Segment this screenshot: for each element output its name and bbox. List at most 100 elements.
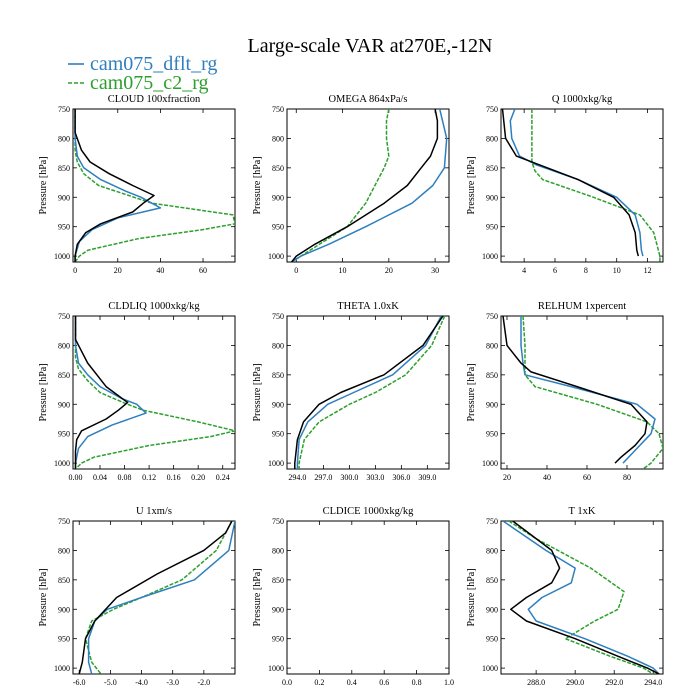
x-tick-label: 20 xyxy=(114,266,122,275)
y-tick-label: 950 xyxy=(486,635,498,644)
x-tick-label: 0.16 xyxy=(167,473,181,482)
x-tick-label: 10 xyxy=(613,266,621,275)
panel-9: T 1xK Pressure [hPa] 750 800 850 900 950 1000 28… xyxy=(466,506,664,687)
x-tick-label: 303.0 xyxy=(366,473,384,482)
y-tick-label: 750 xyxy=(272,105,284,114)
x-tick-label: 1.0 xyxy=(444,678,454,687)
x-tick-label: 294.0 xyxy=(288,473,306,482)
y-tick-label: 950 xyxy=(58,223,70,232)
y-tick-label: 750 xyxy=(58,517,70,526)
x-tick-label: 300.0 xyxy=(340,473,358,482)
y-tick-label: 950 xyxy=(58,635,70,644)
plot-frame xyxy=(286,520,450,675)
y-tick-label: 950 xyxy=(272,223,284,232)
y-tick-label: 750 xyxy=(272,517,284,526)
series-line-obs xyxy=(291,109,439,262)
y-tick-label: 850 xyxy=(272,371,284,380)
x-tick-label: 6 xyxy=(553,266,557,275)
y-tick-label: 750 xyxy=(272,312,284,321)
x-tick-label: 0 xyxy=(73,266,77,275)
series-line-dflt xyxy=(87,521,235,674)
series-line-obs xyxy=(74,109,155,262)
panel-title: U 1xm/s xyxy=(136,506,172,517)
y-tick-label: 900 xyxy=(486,193,498,202)
y-tick-label: 900 xyxy=(486,400,498,409)
y-tick-label: 950 xyxy=(486,430,498,439)
y-tick-label: 750 xyxy=(486,517,498,526)
panel-7: U 1xm/s Pressure [hPa] 750 800 850 900 950 1000… xyxy=(38,506,236,687)
y-tick-label: 800 xyxy=(272,546,284,555)
x-tick-label: 40 xyxy=(543,473,551,482)
x-tick-label: 0.0 xyxy=(282,678,292,687)
x-tick-label: 0.04 xyxy=(93,473,107,482)
x-tick-label: -4.0 xyxy=(135,678,148,687)
x-tick-label: 309.0 xyxy=(418,473,436,482)
panel-title: THETA 1.0xK xyxy=(337,301,399,312)
y-axis-label: Pressure [hPa] xyxy=(38,568,49,626)
y-tick-label: 800 xyxy=(486,546,498,555)
x-tick-label: 0 xyxy=(294,266,298,275)
series-line-c2 xyxy=(291,109,390,262)
y-tick-label: 1000 xyxy=(54,664,70,673)
y-tick-label: 900 xyxy=(272,605,284,614)
series-line-obs xyxy=(294,316,444,469)
series-line-c2 xyxy=(522,316,663,469)
y-axis-label: Pressure [hPa] xyxy=(466,363,477,421)
x-tick-label: 0.12 xyxy=(142,473,156,482)
y-tick-label: 850 xyxy=(58,576,70,585)
x-tick-label: 0.2 xyxy=(314,678,324,687)
plot-frame xyxy=(500,315,664,470)
series-line-dflt xyxy=(296,316,442,469)
y-tick-label: 950 xyxy=(272,635,284,644)
y-axis-label: Pressure [hPa] xyxy=(466,156,477,214)
y-tick-label: 900 xyxy=(58,605,70,614)
y-tick-label: 1000 xyxy=(482,664,498,673)
y-axis-label: Pressure [hPa] xyxy=(252,156,263,214)
y-tick-label: 1000 xyxy=(482,459,498,468)
legend-entry-dflt: cam075_dflt_rg xyxy=(90,53,217,75)
y-tick-label: 950 xyxy=(272,430,284,439)
y-tick-label: 800 xyxy=(486,341,498,350)
series-line-dflt xyxy=(502,521,660,674)
series-line-dflt xyxy=(509,109,644,257)
y-axis-label: Pressure [hPa] xyxy=(252,568,263,626)
x-tick-label: -2.0 xyxy=(198,678,211,687)
y-tick-label: 950 xyxy=(58,430,70,439)
y-tick-label: 1000 xyxy=(54,252,70,261)
y-tick-label: 750 xyxy=(58,105,70,114)
plot-frame xyxy=(500,108,664,263)
x-tick-label: 10 xyxy=(339,266,347,275)
figure-title: Large-scale VAR at270E,-12N xyxy=(248,35,493,57)
series-line-dflt xyxy=(74,109,162,262)
x-tick-label: 306.0 xyxy=(392,473,410,482)
y-tick-label: 900 xyxy=(58,193,70,202)
y-tick-label: 750 xyxy=(486,105,498,114)
series-line-obs xyxy=(78,521,233,674)
y-tick-label: 1000 xyxy=(268,459,284,468)
y-tick-label: 800 xyxy=(272,341,284,350)
y-tick-label: 750 xyxy=(486,312,498,321)
x-tick-label: 0.20 xyxy=(191,473,205,482)
x-tick-label: 288.0 xyxy=(527,678,545,687)
y-tick-label: 900 xyxy=(272,193,284,202)
y-tick-label: 950 xyxy=(486,223,498,232)
x-tick-label: 60 xyxy=(583,473,591,482)
series-line-obs xyxy=(74,316,129,469)
x-tick-label: 20 xyxy=(385,266,393,275)
y-axis-label: Pressure [hPa] xyxy=(466,568,477,626)
x-tick-label: 0.00 xyxy=(68,473,82,482)
panel-3: Q 1000xkg/kg Pressure [hPa] 750 800 850 900 95… xyxy=(466,94,664,275)
series-line-c2 xyxy=(74,109,235,262)
panel-title: OMEGA 864xPa/s xyxy=(328,94,407,105)
y-tick-label: 900 xyxy=(486,605,498,614)
panel-4: CLDLIQ 1000xkg/kg Pressure [hPa] 750 800 850… xyxy=(38,301,236,482)
panel-title: RELHUM 1xpercent xyxy=(538,301,626,312)
y-tick-label: 850 xyxy=(272,576,284,585)
y-tick-label: 1000 xyxy=(268,252,284,261)
series-line-c2 xyxy=(298,316,446,469)
x-tick-label: 297.0 xyxy=(314,473,332,482)
x-tick-label: 0.6 xyxy=(379,678,389,687)
x-tick-label: 40 xyxy=(156,266,164,275)
